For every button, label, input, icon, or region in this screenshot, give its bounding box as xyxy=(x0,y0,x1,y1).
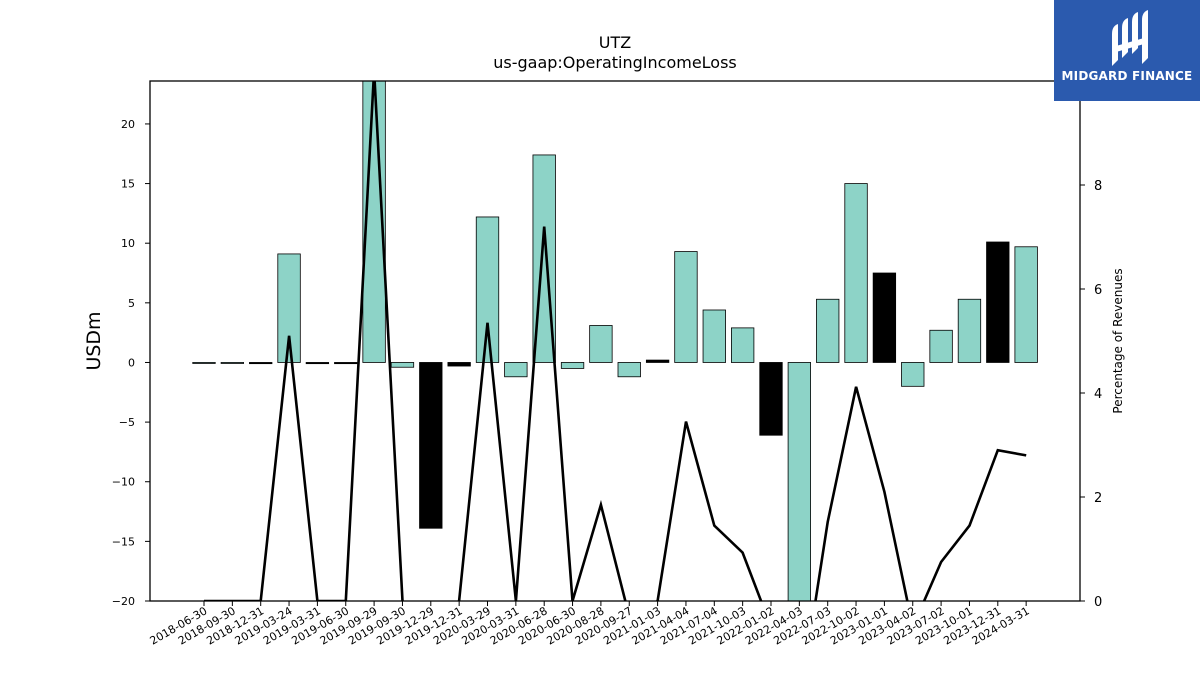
midgard-finance-logo: MIDGARD FINANCE xyxy=(1054,0,1200,101)
bar xyxy=(334,362,358,365)
percentage-line xyxy=(204,81,1027,601)
bar xyxy=(192,362,216,364)
bar xyxy=(220,362,245,364)
y2-axis-label: Percentage of Revenues xyxy=(1111,268,1125,413)
bar xyxy=(589,325,613,363)
bar xyxy=(702,309,726,363)
bar xyxy=(787,362,811,602)
y2-tick-label: 6 xyxy=(1094,283,1102,298)
bar xyxy=(447,362,471,367)
bar xyxy=(305,362,330,365)
plot-frame xyxy=(149,80,1081,602)
y-tick-label: −15 xyxy=(112,535,135,548)
y2-tick-label: 8 xyxy=(1094,179,1102,194)
y-tick-label: 20 xyxy=(121,118,135,131)
y2-tick-label: 0 xyxy=(1094,595,1102,610)
y-tick-label: 5 xyxy=(128,297,135,310)
bar xyxy=(249,362,273,365)
y-tick-label: 10 xyxy=(121,237,135,250)
bar xyxy=(390,362,415,368)
bar xyxy=(844,183,868,363)
brand-name: MIDGARD FINANCE xyxy=(1061,69,1193,83)
x-axis-ticks: 2018-06-302018-09-302018-12-312019-03-24… xyxy=(148,601,1032,648)
bar xyxy=(957,298,982,363)
bar xyxy=(986,241,1010,363)
y-tick-label: −5 xyxy=(119,416,135,429)
bar xyxy=(419,362,443,529)
y2-tick-label: 4 xyxy=(1094,387,1102,402)
y-axis-ticks: −20 −15 −10 −5 0 5 10 15 20 xyxy=(112,118,150,608)
y2-axis-ticks: 0 2 4 6 8 xyxy=(1080,179,1102,610)
bar xyxy=(645,359,670,363)
bar xyxy=(504,362,528,378)
midgard-logo-icon xyxy=(1112,10,1148,66)
bar-series xyxy=(192,80,1038,602)
y-tick-label: 0 xyxy=(128,356,135,369)
y-axis-label: USDm xyxy=(83,311,105,370)
bar xyxy=(1014,246,1038,363)
bar xyxy=(617,362,641,378)
bar xyxy=(816,298,840,363)
bar xyxy=(901,362,925,387)
bar xyxy=(731,327,755,363)
chart-title: UTZ xyxy=(599,33,631,52)
bar xyxy=(277,253,301,363)
bar xyxy=(759,362,783,436)
y-tick-label: −20 xyxy=(112,595,135,608)
bar xyxy=(475,216,500,363)
chart-subtitle: us-gaap:OperatingIncomeLoss xyxy=(493,53,737,72)
bar xyxy=(929,329,953,363)
bar xyxy=(872,272,897,363)
y-tick-label: 15 xyxy=(121,178,135,191)
line-series xyxy=(204,81,1027,601)
bar xyxy=(560,362,585,369)
bar xyxy=(674,251,698,363)
y-tick-label: −10 xyxy=(112,476,135,489)
y2-tick-label: 2 xyxy=(1094,491,1102,506)
